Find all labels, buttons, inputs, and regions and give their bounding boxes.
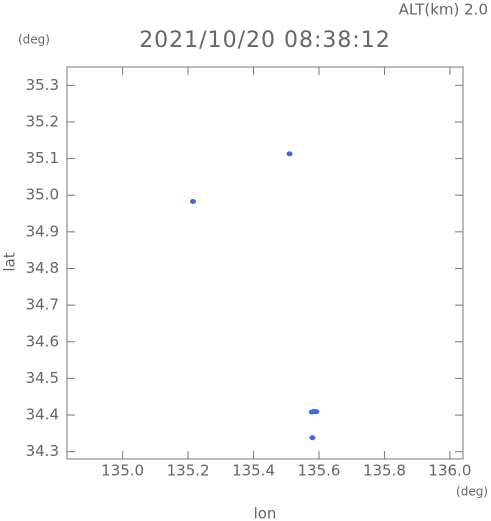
y-tick-label: 35.2 xyxy=(26,112,59,130)
x-tick-label: 135.4 xyxy=(232,462,275,480)
x-tick-label: 135.8 xyxy=(363,462,406,480)
y-axis-label: lat xyxy=(1,252,19,271)
point xyxy=(313,409,320,415)
x-tick-label: 136.0 xyxy=(428,462,471,480)
x-tick-label: 135.6 xyxy=(298,462,341,480)
y-tick-label: 34.4 xyxy=(26,406,59,424)
y-tick-label: 34.6 xyxy=(26,332,59,350)
y-tick-label: 34.5 xyxy=(26,369,59,387)
y-tick-label: 35.0 xyxy=(26,186,59,204)
chart-title: 2021/10/20 08:38:12 xyxy=(139,28,391,53)
y-tick-label: 34.7 xyxy=(26,296,59,314)
point xyxy=(286,151,293,157)
point xyxy=(309,435,316,441)
y-tick-label: 34.9 xyxy=(26,222,59,240)
y-tick-label: 34.8 xyxy=(26,259,59,277)
x-axis-label: lon xyxy=(254,505,277,521)
plot-frame xyxy=(66,66,464,460)
x-tick-label: 135.0 xyxy=(101,462,144,480)
x-tick-label: 135.2 xyxy=(167,462,210,480)
y-tick-label: 35.3 xyxy=(26,76,59,94)
y-unit: (deg) xyxy=(18,33,50,47)
point xyxy=(190,198,196,204)
x-unit: (deg) xyxy=(456,485,488,499)
altitude-label: ALT(km) 2.0 xyxy=(399,1,488,19)
y-tick-label: 34.3 xyxy=(26,442,59,460)
y-tick-label: 35.1 xyxy=(26,149,59,167)
